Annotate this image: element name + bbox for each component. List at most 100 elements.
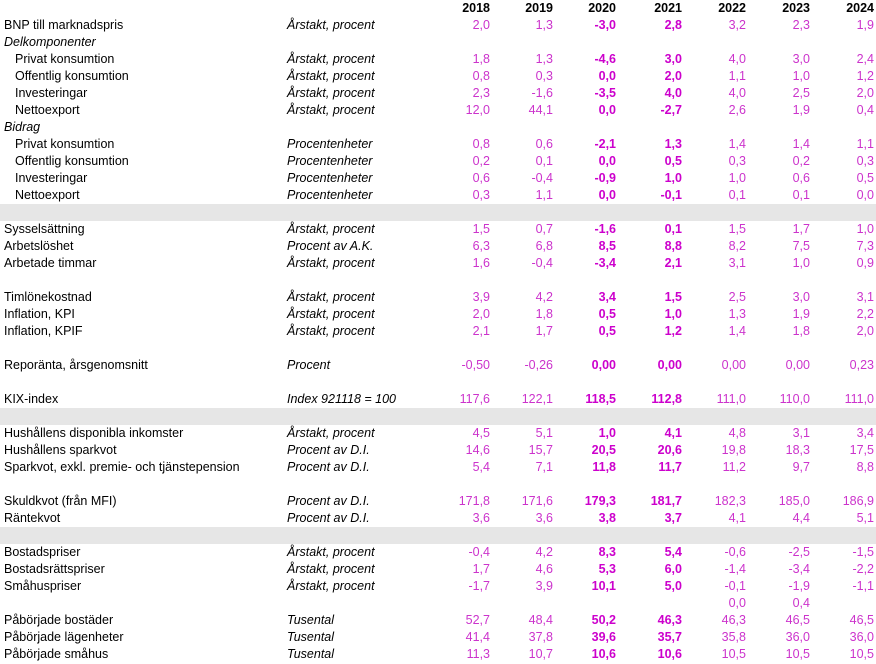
- unit-label: Procent av D.I.: [287, 511, 370, 525]
- value-cell: 4,5: [472, 426, 490, 440]
- value-cell: 7,5: [792, 239, 810, 253]
- value-cell: 10,7: [528, 647, 553, 661]
- row-label: Skuldkvot (från MFI): [4, 494, 117, 508]
- value-cell: 10,5: [721, 647, 746, 661]
- value-cell: 1,3: [664, 137, 682, 151]
- row-label: Timlönekostnad: [4, 290, 92, 304]
- value-cell: 5,4: [664, 545, 682, 559]
- value-cell: 2,1: [664, 256, 682, 270]
- value-cell: 0,00: [721, 358, 746, 372]
- value-cell: 46,5: [849, 613, 874, 627]
- row-label: Privat konsumtion: [15, 137, 115, 151]
- value-cell: 2,0: [472, 307, 490, 321]
- value-cell: 1,4: [792, 137, 810, 151]
- value-cell: 1,8: [472, 52, 490, 66]
- value-cell: 44,1: [528, 103, 553, 117]
- value-cell: 20,5: [591, 443, 616, 457]
- value-cell: 5,4: [472, 460, 490, 474]
- value-cell: 5,1: [535, 426, 553, 440]
- value-cell: 1,5: [728, 222, 746, 236]
- value-cell: 181,7: [650, 494, 682, 508]
- value-cell: -0,50: [461, 358, 491, 372]
- value-cell: 3,0: [664, 52, 682, 66]
- value-cell: 4,1: [728, 511, 746, 525]
- unit-label: Procentenheter: [287, 137, 373, 151]
- value-cell: 9,7: [792, 460, 810, 474]
- value-cell: 10,6: [591, 647, 616, 661]
- value-cell: 111,0: [716, 392, 746, 406]
- value-cell: 35,7: [657, 630, 682, 644]
- row-label: Investeringar: [15, 86, 88, 100]
- value-cell: 0,8: [472, 137, 490, 151]
- value-cell: 5,1: [856, 511, 874, 525]
- value-cell: 1,0: [856, 222, 874, 236]
- value-cell: 110,0: [779, 392, 810, 406]
- value-cell: 1,2: [664, 324, 682, 338]
- separator-row: [0, 527, 876, 544]
- value-cell: 0,1: [728, 188, 746, 202]
- unit-label: Årstakt, procent: [287, 290, 375, 304]
- table-row: Bostadspriser Årstakt, procent -0,4 4,2 8,3 5…: [0, 544, 876, 561]
- header-row: 2018 2019 2020 2021 2022 2023 2024: [0, 0, 876, 17]
- value-cell: 36,0: [785, 630, 810, 644]
- value-cell: 186,9: [842, 494, 874, 508]
- value-cell: 1,5: [664, 290, 682, 304]
- table-row: Nettoexport Årstakt, procent 12,0 44,1 0,0 -2…: [0, 102, 876, 119]
- blank-row: [0, 272, 876, 289]
- table-row: Nettoexport Procentenheter 0,3 1,1 0,0 -0,1 0,…: [0, 187, 876, 204]
- row-label: Inflation, KPIF: [4, 324, 83, 338]
- value-cell: -2,7: [660, 103, 682, 117]
- value-cell: -3,5: [594, 86, 616, 100]
- table-row: Småhuspriser Årstakt, procent -1,7 3,9 10,1 5…: [0, 578, 876, 595]
- value-cell: 0,6: [792, 171, 810, 185]
- value-cell: 0,0: [598, 69, 616, 83]
- section-row: Delkomponenter: [0, 34, 876, 51]
- value-cell: 0,3: [856, 154, 874, 168]
- unit-label: Årstakt, procent: [287, 222, 375, 236]
- value-cell: 4,2: [535, 545, 553, 559]
- value-cell: 1,5: [472, 222, 490, 236]
- value-cell: 52,7: [465, 613, 490, 627]
- value-cell: 50,2: [591, 613, 616, 627]
- unit-label: Årstakt, procent: [287, 562, 375, 576]
- row-label: BNP till marknadspris: [4, 18, 124, 32]
- value-cell: 0,7: [535, 222, 553, 236]
- unit-label: Tusental: [287, 647, 335, 661]
- value-cell: 0,23: [849, 358, 874, 372]
- value-cell: 0,1: [792, 188, 810, 202]
- table-row: Räntekvot Procent av D.I. 3,6 3,6 3,8 3,7 4,1 4…: [0, 510, 876, 527]
- value-cell: 4,0: [664, 86, 682, 100]
- table-row: Bostadsrättspriser Årstakt, procent 1,7 4,6…: [0, 561, 876, 578]
- value-cell: 0,5: [598, 307, 616, 321]
- year-header: 2020: [588, 1, 616, 15]
- value-cell: 2,5: [792, 86, 810, 100]
- value-cell: 3,0: [792, 52, 810, 66]
- row-label: Påbörjade bostäder: [4, 613, 114, 627]
- value-cell: 0,0: [598, 154, 616, 168]
- unit-label: Index 921118 = 100: [287, 392, 397, 406]
- value-cell: 0,00: [591, 358, 616, 372]
- value-cell: 1,7: [472, 562, 490, 576]
- unit-label: Årstakt, procent: [287, 18, 375, 32]
- value-cell: 39,6: [591, 630, 616, 644]
- value-cell: 36,0: [849, 630, 874, 644]
- row-label: Småhuspriser: [4, 579, 82, 593]
- value-cell: -0,4: [468, 545, 490, 559]
- value-cell: 11,7: [658, 460, 682, 474]
- value-cell: 0,3: [728, 154, 746, 168]
- year-header: 2022: [718, 1, 746, 15]
- value-cell: 1,2: [856, 69, 874, 83]
- row-label: Påbörjade småhus: [4, 647, 109, 661]
- value-cell: 4,2: [535, 290, 553, 304]
- table-row: Sysselsättning Årstakt, procent 1,5 0,7 -1,6…: [0, 221, 876, 238]
- value-cell: 0,1: [664, 222, 682, 236]
- unit-label: Tusental: [287, 630, 335, 644]
- value-cell: 1,3: [728, 307, 746, 321]
- table-row: Påbörjade bostäder Tusental 52,7 48,4 50,2 46…: [0, 612, 876, 629]
- value-cell: 2,0: [856, 324, 874, 338]
- value-cell: 0,4: [856, 103, 874, 117]
- value-cell: 1,9: [792, 103, 810, 117]
- section-label: Bidrag: [4, 120, 41, 134]
- value-cell: 19,8: [721, 443, 746, 457]
